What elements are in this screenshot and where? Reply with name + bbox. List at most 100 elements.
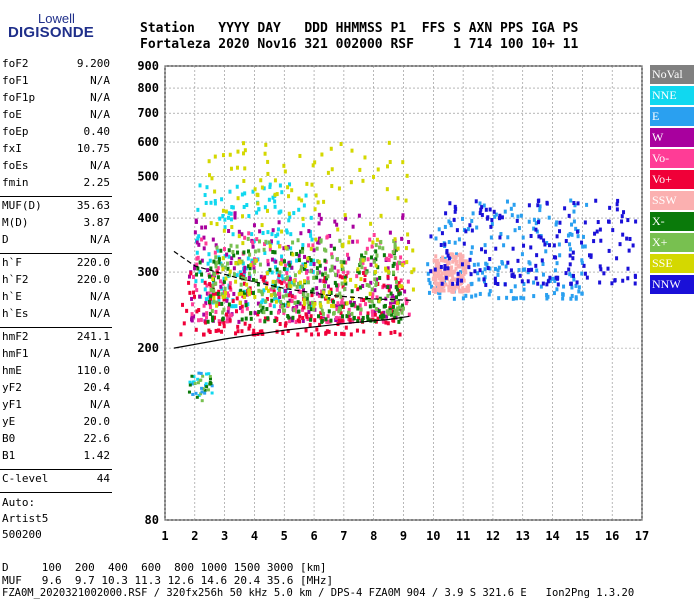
echo-point-vo-	[189, 271, 193, 276]
echo-point-x-	[253, 260, 257, 265]
param-value: N/A	[90, 233, 110, 246]
echo-point-x-	[341, 267, 345, 272]
echo-point-vo-	[405, 299, 409, 304]
echo-point-x-	[270, 298, 274, 303]
echo-point-vo-	[207, 291, 211, 296]
echo-point-vo-	[265, 281, 269, 286]
echo-point-ssw	[447, 284, 451, 289]
param-name: yE	[2, 415, 16, 428]
echo-point-w	[292, 305, 296, 310]
echo-point-nne	[312, 258, 316, 263]
echo-point-nnw	[460, 262, 464, 267]
echo-point-nnw	[527, 203, 531, 208]
echo-point-vo-	[202, 303, 206, 308]
legend-item-vo-: Vo+	[650, 170, 694, 189]
echo-point-nnw	[484, 207, 488, 212]
echo-point-nnw	[587, 253, 591, 258]
echo-point-x-	[258, 262, 262, 267]
echo-point-x-	[336, 257, 340, 262]
echo-point-vo-	[287, 293, 291, 298]
param-row-profile-0: hmF2 241.1	[2, 330, 110, 347]
echo-point-x-	[326, 274, 330, 279]
param-name: foE	[2, 108, 22, 121]
echo-point-nne	[309, 233, 313, 238]
echo-point-e	[457, 237, 461, 242]
echo-point-x-	[309, 317, 313, 322]
echo-point-x-	[393, 311, 397, 316]
echo-point-e	[555, 261, 559, 266]
echo-point-nnw	[631, 243, 635, 248]
echo-point-w	[347, 256, 351, 261]
echo-point-e	[580, 258, 584, 263]
echo-point-vo-	[202, 332, 206, 337]
echo-point-x-	[209, 294, 213, 299]
echo-point-vo-	[346, 252, 350, 257]
echo-point-w	[351, 239, 355, 244]
echo-point-nnw	[575, 280, 579, 285]
param-value: N/A	[90, 347, 110, 360]
echo-point-x-	[248, 252, 252, 257]
echo-point-ssw	[443, 258, 447, 263]
echo-point-x-	[330, 264, 334, 269]
echo-point-sse	[236, 149, 240, 154]
echo-point-vo-	[268, 303, 272, 308]
echo-point-low	[197, 393, 201, 397]
echo-point-x-	[352, 316, 356, 321]
echo-point-ssw	[462, 271, 466, 276]
echo-point-nnw	[474, 199, 478, 204]
echo-point-e	[471, 211, 475, 216]
echo-point-ssw	[460, 255, 464, 260]
param-row-4: foEp 0.40	[2, 125, 110, 142]
echo-point-x-	[271, 249, 275, 254]
echo-point-vo-	[371, 292, 375, 297]
echo-point-x-	[280, 304, 284, 309]
echo-point-w	[388, 230, 392, 235]
x-tick-label: 10	[426, 529, 440, 543]
echo-point-x-	[292, 282, 296, 287]
panel-separator	[0, 492, 112, 493]
echo-point-ssw	[463, 268, 467, 273]
echo-point-nnw	[592, 239, 596, 244]
echo-point-nne	[229, 211, 233, 216]
echo-point-nne	[243, 191, 247, 196]
echo-point-ssw	[455, 259, 459, 264]
echo-point-x-	[374, 306, 378, 311]
echo-point-e	[499, 232, 503, 237]
echo-point-sse	[386, 164, 390, 169]
echo-point-sse	[304, 263, 308, 268]
echo-point-ssw	[463, 259, 467, 264]
echo-point-sse	[297, 270, 301, 275]
echo-point-sse	[301, 216, 305, 221]
echo-point-w	[210, 274, 214, 279]
echo-point-nnw	[440, 281, 444, 286]
x-tick-label: 6	[310, 529, 317, 543]
echo-point-e	[448, 220, 452, 225]
echo-point-vo-	[337, 318, 341, 323]
echo-point-sse	[254, 258, 258, 263]
echo-point-e	[554, 222, 558, 227]
echo-point-x-	[373, 277, 377, 282]
echo-point-x-	[397, 292, 401, 297]
echo-point-e	[512, 202, 516, 207]
echo-point-vo-	[216, 328, 220, 333]
echo-point-ssw	[453, 258, 457, 263]
echo-point-nne	[288, 182, 292, 187]
echo-point-x-	[332, 246, 336, 251]
echo-point-vo-	[356, 287, 360, 292]
echo-point-nne	[206, 261, 210, 266]
echo-point-nnw	[568, 253, 572, 258]
echo-point-x-	[221, 310, 225, 315]
echo-point-x-	[206, 319, 210, 324]
echo-point-nne	[257, 207, 261, 212]
echo-point-x-	[378, 275, 382, 280]
echo-point-vo-	[285, 283, 289, 288]
echo-point-e	[570, 222, 574, 227]
echo-point-ssw	[431, 277, 435, 282]
echo-point-sse	[284, 245, 288, 250]
echo-point-vo-	[361, 260, 365, 265]
echo-point-nne	[195, 250, 199, 255]
param-row-muf-0: MUF(D) 35.63	[2, 199, 110, 216]
echo-point-vo-	[191, 302, 195, 307]
param-value: 2.25	[83, 176, 111, 189]
